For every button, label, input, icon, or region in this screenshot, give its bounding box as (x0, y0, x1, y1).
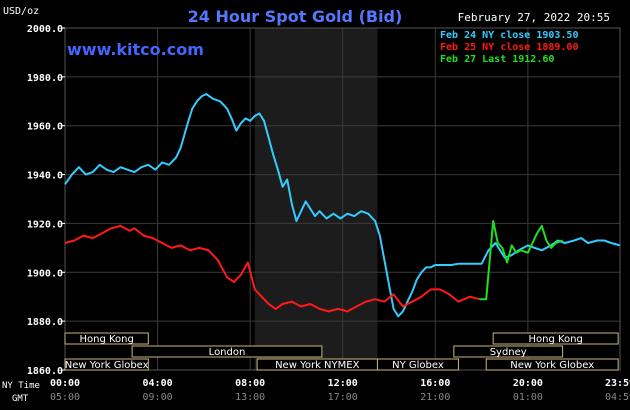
grid (64, 27, 621, 371)
session-label: Hong Kong (528, 334, 582, 345)
x-tick-label-nytime: 00:00 (50, 378, 80, 389)
x-tick-label-nytime: 16:00 (420, 378, 450, 389)
legend-entry-feb24: Feb 24 NY close 1903.50 (440, 30, 578, 41)
y-tick-label: 1920.0 (27, 219, 63, 230)
x-tick-label-gmt: 21:00 (420, 392, 450, 403)
y-tick-label: 1880.0 (27, 317, 63, 328)
x-tick-label-nytime: 20:00 (513, 378, 543, 389)
watermark: www.kitco.com (67, 40, 204, 59)
session-box (131, 345, 323, 358)
session-label: New York Globex (65, 360, 149, 371)
session-box (485, 358, 619, 371)
session-box (64, 358, 149, 371)
gmt-label: GMT (12, 394, 29, 404)
session-label: Hong Kong (79, 334, 133, 345)
session-box (453, 345, 564, 358)
session-label: NY Globex (392, 360, 444, 371)
x-tick-label-gmt: 04:59 (605, 392, 630, 403)
unit-label: USD/oz (3, 6, 39, 17)
y-axis-ticks: 2000.0 1980.0 1960.0 1940.0 1920.0 1900.0 1880… (27, 24, 65, 377)
nymex-shaded-region (254, 28, 378, 370)
legend: Feb 24 NY close 1903.50 Feb 25 NY close … (440, 30, 578, 65)
y-tick-label: 1960.0 (27, 122, 63, 133)
x-tick-label-nytime: 04:00 (143, 378, 173, 389)
session-label: Sydney (490, 347, 527, 358)
x-tick-label-gmt: 13:00 (235, 392, 265, 403)
x-tick-label-nytime: 23:59 (605, 378, 630, 389)
nytime-label: NY Time (2, 381, 40, 391)
y-tick-label: 1980.0 (27, 73, 63, 84)
series-line-feb25 (64, 224, 480, 313)
series-lines (64, 93, 621, 318)
y-tick-label: 1900.0 (27, 268, 63, 279)
x-tick-label-gmt: 09:00 (143, 392, 173, 403)
session-label: London (209, 347, 246, 358)
x-axis-ticks: 00:00 04:00 08:00 12:00 16:00 20:00 23:59 05:00… (50, 378, 630, 403)
session-box (492, 332, 619, 345)
session-label: New York NYMEX (275, 360, 360, 371)
x-tick-label-nytime: 08:00 (235, 378, 265, 389)
series-line-feb27 (479, 220, 563, 301)
x-tick-label-gmt: 05:00 (50, 392, 80, 403)
date-label: February 27, 2022 20:55 (458, 11, 610, 24)
session-box (376, 358, 459, 371)
session-box (64, 332, 149, 345)
x-tick-label-gmt: 17:00 (328, 392, 358, 403)
x-tick-label-nytime: 12:00 (328, 378, 358, 389)
session-label: New York Globex (510, 360, 594, 371)
y-tick-label: 1940.0 (27, 171, 63, 182)
y-tick-label: 1860.0 (27, 366, 63, 377)
market-sessions: Hong Kong London New York Globex New York N… (64, 332, 619, 371)
legend-entry-feb27: Feb 27 Last 1912.60 (440, 54, 554, 65)
y-tick-label: 2000.0 (27, 24, 63, 35)
chart-title: 24 Hour Spot Gold (Bid) (188, 7, 403, 26)
legend-entry-feb25: Feb 25 NY close 1889.00 (440, 42, 578, 53)
x-tick-label-gmt: 01:00 (513, 392, 543, 403)
